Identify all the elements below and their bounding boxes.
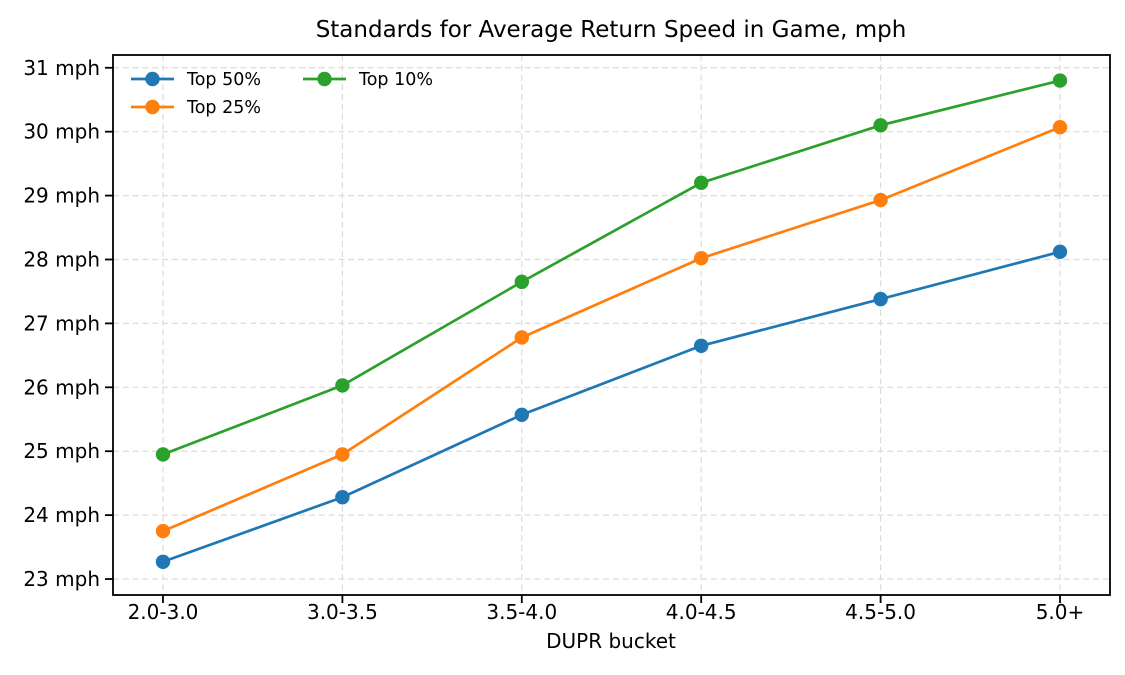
x-tick-label: 4.5-5.0 xyxy=(845,600,916,624)
plot-area: 23 mph 24 mph 25 mph 26 mph 27 mph 28 mph 29 m… xyxy=(23,54,1111,624)
y-tick-label: 29 mph xyxy=(23,184,100,208)
data-point-top-10 xyxy=(155,447,171,462)
x-tick-label: 2.0-3.0 xyxy=(128,600,199,624)
data-point-top-50 xyxy=(1052,244,1068,260)
series-line-top-25 xyxy=(161,125,1062,533)
data-point-top-10 xyxy=(873,118,888,133)
data-point-top-50 xyxy=(873,291,888,307)
data-point-top-10 xyxy=(1052,73,1068,88)
y-tick-label: 26 mph xyxy=(23,375,100,399)
legend-item: Top 10% xyxy=(303,70,433,90)
data-point-top-25 xyxy=(335,447,350,462)
data-point-top-10 xyxy=(694,175,709,191)
plot-border xyxy=(112,54,1111,596)
data-point-top-50 xyxy=(694,338,709,353)
data-point-top-25 xyxy=(694,251,709,266)
y-tick-label: 23 mph xyxy=(23,567,100,591)
data-point-top-50 xyxy=(335,490,350,505)
series-line-top-10 xyxy=(161,79,1062,456)
legend-marker xyxy=(145,71,160,87)
legend: Top 50% Top 25% Top 10% xyxy=(131,70,433,118)
data-point-top-10 xyxy=(335,378,350,393)
y-tick-label: 27 mph xyxy=(23,311,100,335)
y-tick-label: 30 mph xyxy=(23,120,100,144)
legend-marker xyxy=(145,99,160,115)
legend-label: Top 50% xyxy=(186,70,261,90)
x-tick-label: 5.0+ xyxy=(1036,600,1085,624)
y-tick-label: 31 mph xyxy=(23,56,100,80)
data-point-top-50 xyxy=(155,554,171,569)
x-tick-label: 3.5-4.0 xyxy=(486,600,557,624)
data-point-top-25 xyxy=(873,192,888,208)
legend-item: Top 25% xyxy=(131,98,261,118)
data-point-top-50 xyxy=(514,407,529,422)
y-tick-label: 25 mph xyxy=(23,439,100,463)
data-point-top-25 xyxy=(1052,120,1068,135)
data-point-top-25 xyxy=(514,330,529,345)
chart-title: Standards for Average Return Speed in Ga… xyxy=(316,17,907,43)
x-tick-label: 3.0-3.5 xyxy=(307,600,378,624)
legend-item: Top 50% xyxy=(131,70,261,90)
data-point-top-10 xyxy=(514,274,529,290)
x-axis-label: DUPR bucket xyxy=(546,629,676,653)
legend-label: Top 25% xyxy=(186,98,261,118)
data-point-top-25 xyxy=(155,523,171,539)
y-tick-label: 24 mph xyxy=(23,503,100,527)
y-tick-label: 28 mph xyxy=(23,247,100,271)
series-line-top-50 xyxy=(161,250,1062,564)
legend-marker xyxy=(317,71,332,87)
x-tick-label: 4.0-4.5 xyxy=(666,600,737,624)
legend-label: Top 10% xyxy=(358,70,433,90)
